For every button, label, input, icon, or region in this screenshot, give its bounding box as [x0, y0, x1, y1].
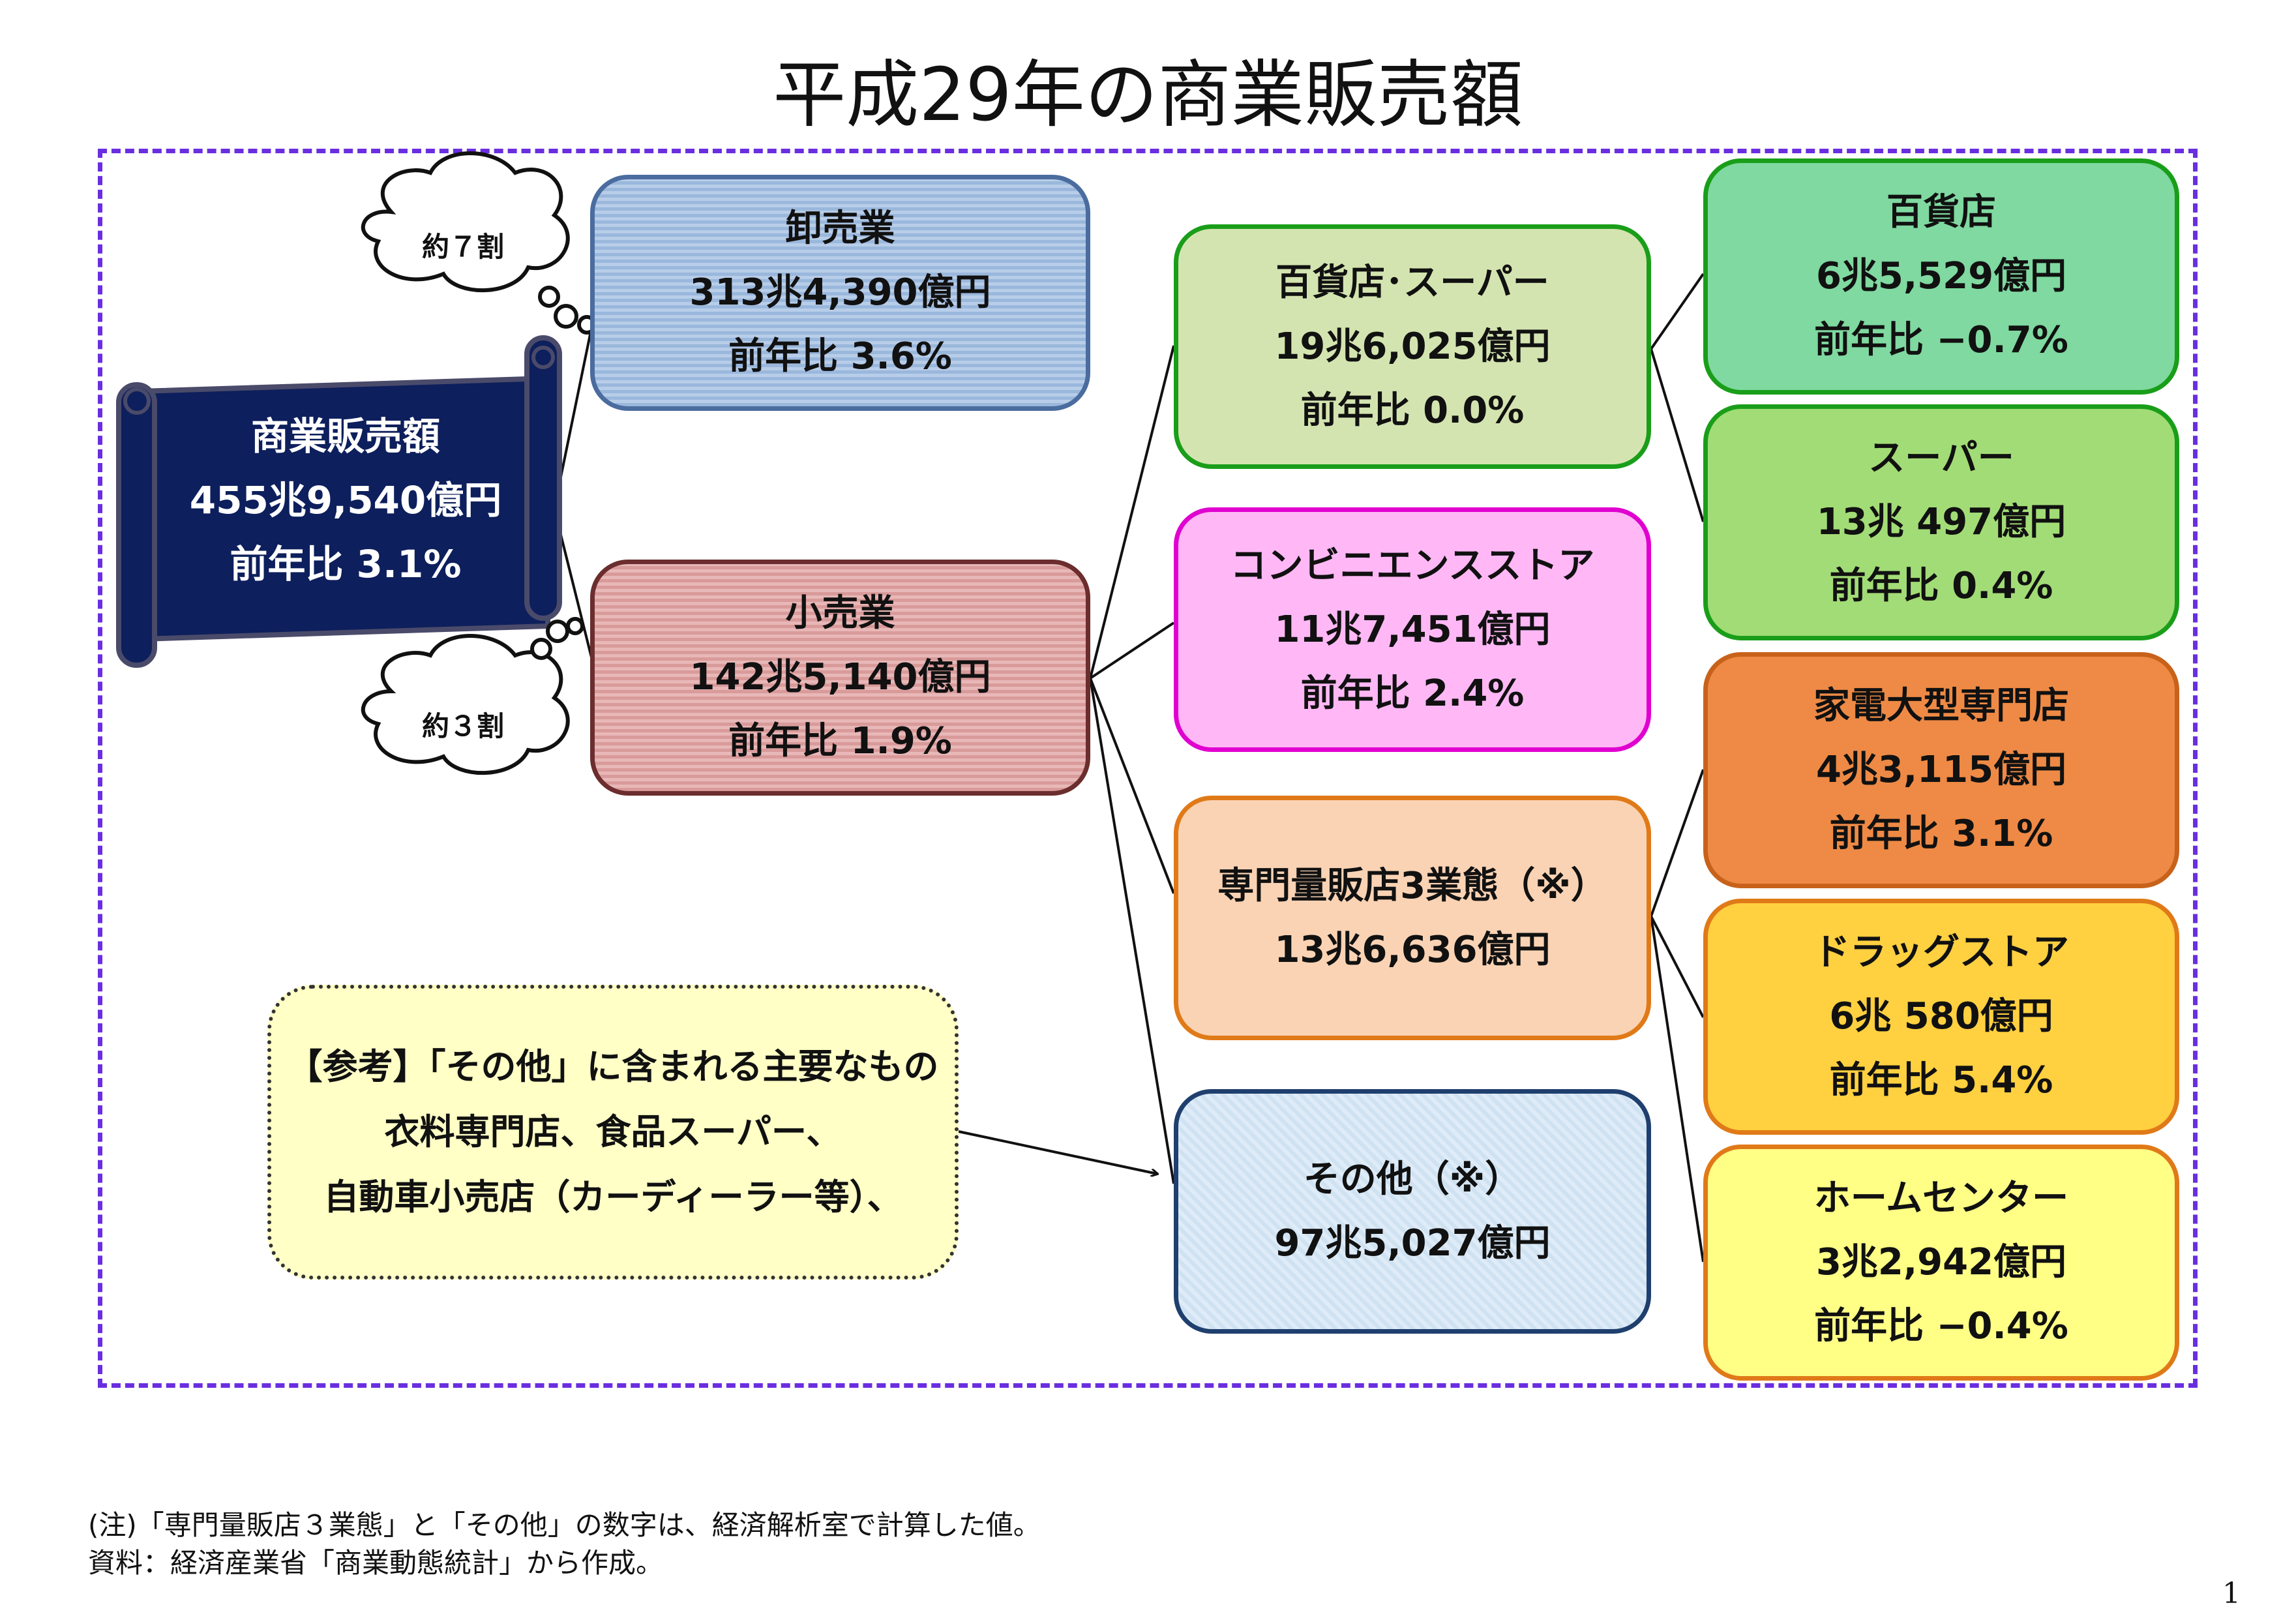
- line-sp-drug: [1650, 916, 1705, 1018]
- other-amount: 97兆5,027億円: [1274, 1221, 1551, 1265]
- convenience-box: コンビニエンスストア 11兆7,451億円 前年比 2.4%: [1174, 507, 1651, 752]
- wholesale-box: 卸売業 313兆4,390億円 前年比 3.6%: [590, 175, 1090, 411]
- specialty-label: 専門量販店3業態（※）: [1217, 864, 1607, 907]
- cloud-retail: [361, 617, 584, 775]
- home-center-box: ホームセンター 3兆2,942億円 前年比 −0.4%: [1703, 1145, 2179, 1381]
- line-ds-super: [1650, 348, 1705, 522]
- other-label: その他（※）: [1303, 1158, 1522, 1201]
- wholesale-yoy: 前年比 3.6%: [728, 335, 952, 378]
- drugstore-yoy: 前年比 5.4%: [1829, 1059, 2053, 1101]
- electronics-yoy: 前年比 3.1%: [1829, 813, 2053, 855]
- page-number: 1: [2222, 1577, 2241, 1610]
- convenience-yoy: 前年比 2.4%: [1300, 672, 1525, 715]
- specialty-box: 専門量販店3業態（※） 13兆6,636億円: [1174, 796, 1651, 1040]
- share-retail-label: 約３割: [421, 710, 504, 742]
- home-center-label: ホームセンター: [1813, 1177, 2069, 1220]
- convenience-label: コンビニエンスストア: [1230, 544, 1595, 587]
- dept-super-amount: 19兆6,025億円: [1274, 325, 1551, 368]
- electronics-label: 家電大型専門店: [1813, 685, 2069, 727]
- reference-note-box: 【参考】「その他」に含まれる主要なもの 衣料専門店、食品スーパー、 自動車小売店…: [267, 985, 959, 1280]
- dept-super-yoy: 前年比 0.0%: [1300, 389, 1525, 432]
- line-ds-dept: [1650, 273, 1705, 350]
- specialty-amount: 13兆6,636億円: [1274, 928, 1551, 971]
- reference-line1: 【参考】「その他」に含まれる主要なもの: [287, 1046, 939, 1087]
- department-store-label: 百貨店: [1886, 191, 1996, 233]
- dept-super-box: 百貨店･スーパー 19兆6,025億円 前年比 0.0%: [1174, 224, 1651, 469]
- reference-line2: 衣料専門店、食品スーパー、: [384, 1111, 842, 1152]
- wholesale-label: 卸売業: [785, 207, 895, 250]
- footnotes: (注)「専門量販店３業態」と「その他」の数字は、経済解析室で計算した値。 資料：…: [88, 1506, 1041, 1582]
- convenience-amount: 11兆7,451億円: [1274, 608, 1551, 651]
- line-sp-home: [1650, 916, 1705, 1263]
- reference-line3: 自動車小売店（カーディーラー等）、: [323, 1176, 902, 1218]
- retail-amount: 142兆5,140億円: [689, 656, 991, 698]
- line-sp-elec: [1650, 769, 1705, 917]
- wholesale-amount: 313兆4,390億円: [689, 271, 991, 314]
- department-store-box: 百貨店 6兆5,529億円 前年比 −0.7%: [1703, 158, 2179, 395]
- supermarket-label: スーパー: [1868, 437, 2014, 479]
- footnote-source: 資料：経済産業省「商業動態統計」から作成。: [88, 1547, 664, 1579]
- diagram-frame: [98, 149, 2198, 1388]
- department-store-amount: 6兆5,529億円: [1815, 255, 2067, 297]
- line-retail-deptsuper: [1089, 345, 1175, 679]
- electronics-amount: 4兆3,115億円: [1815, 749, 2067, 791]
- supermarket-yoy: 前年比 0.4%: [1829, 565, 2053, 607]
- retail-box: 小売業 142兆5,140億円 前年比 1.9%: [590, 560, 1090, 796]
- line-retail-specialty: [1089, 678, 1175, 894]
- dept-super-label: 百貨店･スーパー: [1275, 261, 1549, 304]
- electronics-box: 家電大型専門店 4兆3,115億円 前年比 3.1%: [1703, 652, 2179, 888]
- total-label: 商業販売額: [250, 414, 440, 458]
- line-reference-other: [958, 1130, 1157, 1174]
- line-retail-other: [1089, 678, 1175, 1184]
- total-sales-text: 商業販売額 455兆9,540億円 前年比 3.1%: [163, 404, 528, 596]
- drugstore-label: ドラッグストア: [1813, 931, 2069, 974]
- drugstore-box: ドラッグストア 6兆 580億円 前年比 5.4%: [1703, 899, 2179, 1135]
- scroll-shape: [116, 335, 562, 668]
- total-amount: 455兆9,540億円: [189, 478, 502, 522]
- page-title: 平成29年の商業販売額: [773, 53, 1523, 138]
- footnote-note: (注)「専門量販店３業態」と「その他」の数字は、経済解析室で計算した値。: [88, 1509, 1041, 1541]
- home-center-amount: 3兆2,942億円: [1815, 1241, 2067, 1283]
- cloud-wholesale: [361, 151, 597, 335]
- drugstore-amount: 6兆 580億円: [1829, 995, 2053, 1038]
- home-center-yoy: 前年比 −0.4%: [1814, 1305, 2068, 1347]
- other-box: その他（※） 97兆5,027億円: [1174, 1089, 1651, 1334]
- supermarket-box: スーパー 13兆 497億円 前年比 0.4%: [1703, 404, 2179, 640]
- line-retail-conv: [1089, 622, 1175, 680]
- department-store-yoy: 前年比 −0.7%: [1814, 319, 2068, 361]
- supermarket-amount: 13兆 497億円: [1816, 501, 2066, 543]
- retail-label: 小売業: [785, 592, 895, 635]
- share-wholesale-label: 約７割: [421, 231, 504, 263]
- retail-yoy: 前年比 1.9%: [728, 720, 952, 762]
- total-yoy: 前年比 3.1%: [230, 542, 462, 586]
